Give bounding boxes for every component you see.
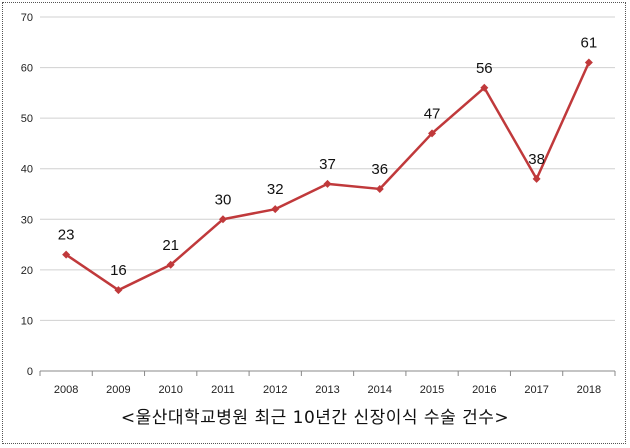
y-tick-label: 10 [21,315,33,327]
data-point [584,58,593,67]
data-point [166,260,175,269]
data-label: 16 [110,262,127,279]
data-label: 32 [267,181,284,198]
data-point [218,215,227,224]
data-point [114,286,123,295]
data-label: 61 [581,35,598,52]
data-label: 23 [58,227,75,244]
y-tick-label: 70 [21,12,33,24]
data-label: 47 [424,105,441,122]
x-tick-label: 2015 [420,384,444,396]
chart-frame [2,2,626,444]
y-tick-label: 40 [21,164,33,176]
x-tick-label: 2012 [263,384,287,396]
y-tick-label: 60 [21,63,33,75]
data-point [428,129,437,138]
y-tick-label: 0 [27,366,33,378]
y-tick-label: 20 [21,265,33,277]
series-line [65,62,591,292]
chart-caption: <울산대학교병원 최근 10년간 신장이식 수술 건수> [120,408,510,428]
data-point [375,184,384,193]
x-tick-label: 2008 [54,384,78,396]
data-label: 21 [162,237,179,254]
x-tick-label: 2014 [368,384,392,396]
x-tick-label: 2013 [315,384,339,396]
data-point [532,174,541,183]
data-label: 36 [371,161,388,178]
x-tick-label: 2011 [211,384,235,396]
y-tick-label: 30 [21,214,33,226]
y-tick-label: 50 [21,113,33,125]
data-label: 37 [319,156,336,173]
data-label: 56 [476,60,493,77]
data-point [323,179,332,188]
x-tick-label: 2010 [158,384,182,396]
data-label: 30 [215,191,232,208]
x-tick-label: 2017 [524,384,548,396]
x-tick-label: 2009 [106,384,130,396]
data-point [62,250,71,259]
x-tick-label: 2016 [472,384,496,396]
data-label: 38 [528,151,545,168]
data-point [480,83,489,92]
data-point [271,205,280,214]
x-tick-label: 2018 [577,384,601,396]
